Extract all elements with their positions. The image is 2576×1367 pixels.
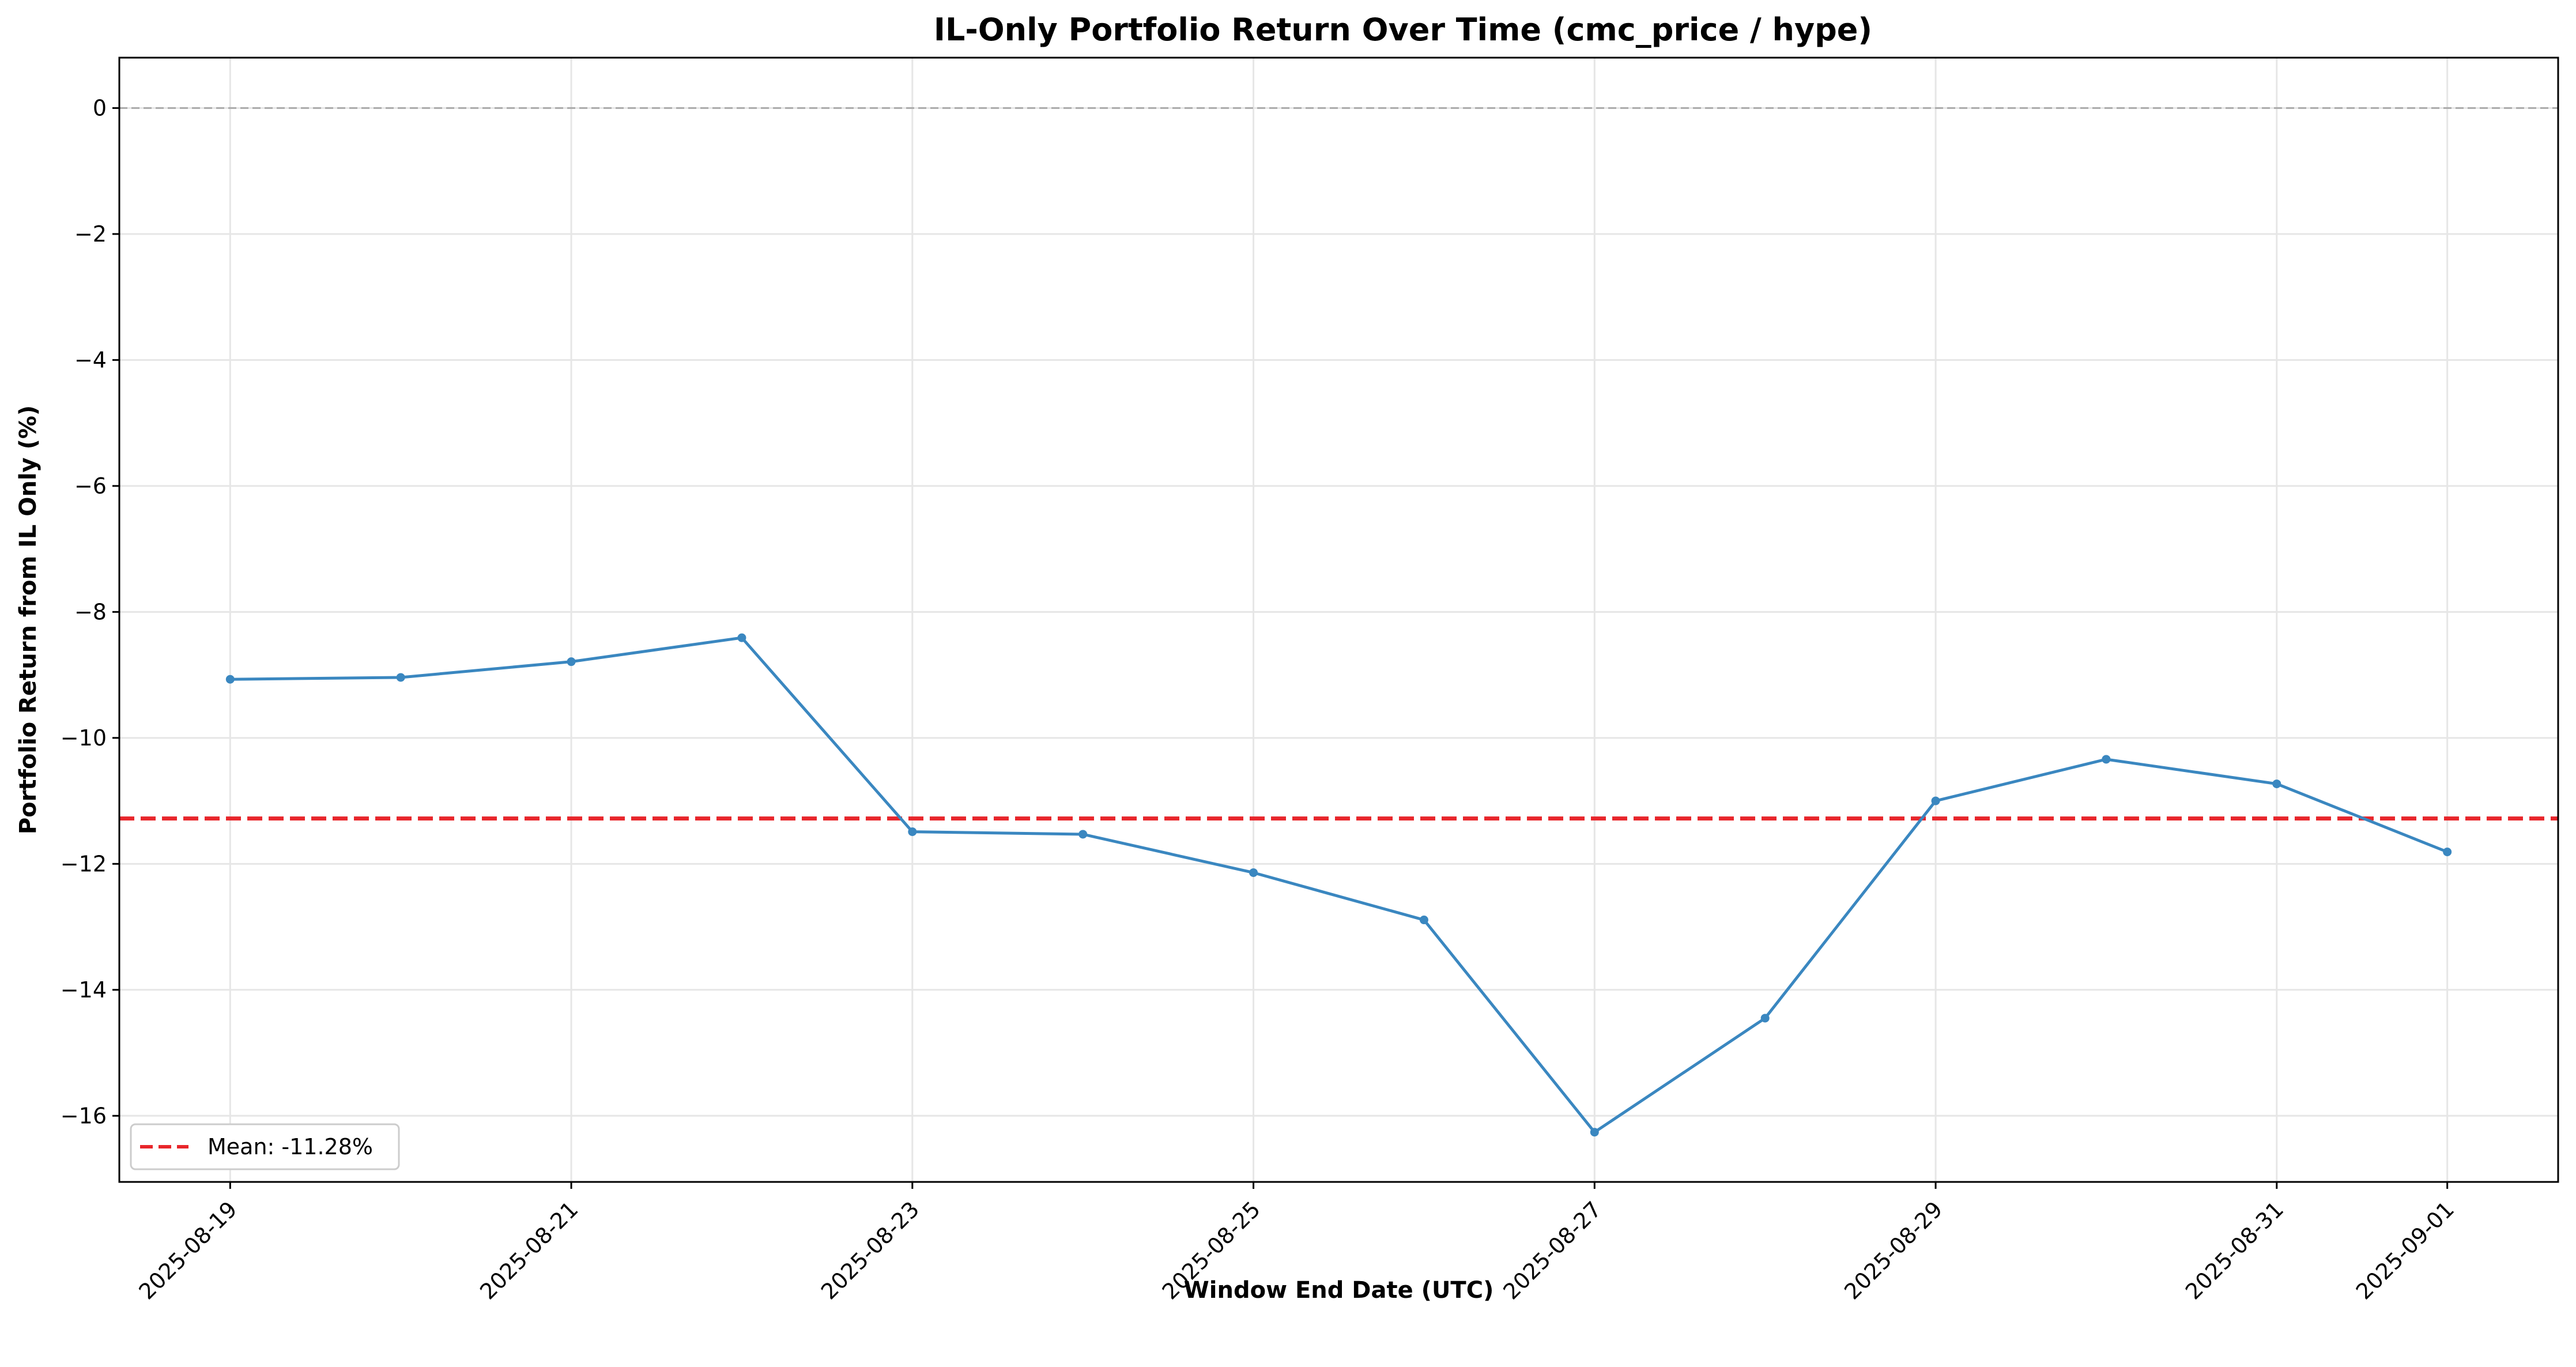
y-tick-label: −14 [61,977,107,1003]
data-point [1590,1128,1599,1137]
chart-title: IL-Only Portfolio Return Over Time (cmc_… [934,12,1872,48]
data-point [2102,755,2111,764]
data-point [396,673,405,682]
series-line [230,636,2448,1134]
data-point [225,675,235,684]
data-point [567,657,576,666]
data-point [1419,916,1428,925]
y-tick-label: −8 [74,599,107,624]
data-point [1249,868,1258,878]
y-tick-label: −16 [61,1103,107,1128]
legend-mean-label: Mean: -11.28% [208,1134,373,1159]
legend-box [130,1123,400,1170]
y-tick-label: 0 [93,95,107,120]
y-tick-label: −6 [74,473,107,499]
x-axis-label: Window End Date (UTC) [1184,1277,1494,1304]
data-point [1760,1014,1770,1023]
data-point [1078,830,1088,839]
y-axis-label: Portfolio Return from IL Only (%) [15,405,42,834]
y-axis: 0 −2 −4 −6 −8 −10 −12 −14 −16 [61,95,119,1128]
grid-lines [119,58,2558,1182]
y-tick-label: −12 [61,851,107,876]
data-point [2443,848,2452,857]
y-tick-label: −10 [61,725,107,751]
plot-frame [118,57,2559,1183]
data-point [1931,796,1940,805]
data-point [737,633,746,642]
legend: Mean: -11.28% [130,1123,400,1170]
y-tick-label: −4 [74,347,107,372]
data-point [2272,779,2281,789]
y-tick-label: −2 [74,221,107,247]
series-group [225,633,2452,1137]
data-point [908,827,917,837]
